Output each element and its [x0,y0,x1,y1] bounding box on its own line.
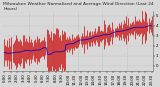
Text: Milwaukee Weather Normalized and Average Wind Direction (Last 24 Hours): Milwaukee Weather Normalized and Average… [3,2,154,11]
